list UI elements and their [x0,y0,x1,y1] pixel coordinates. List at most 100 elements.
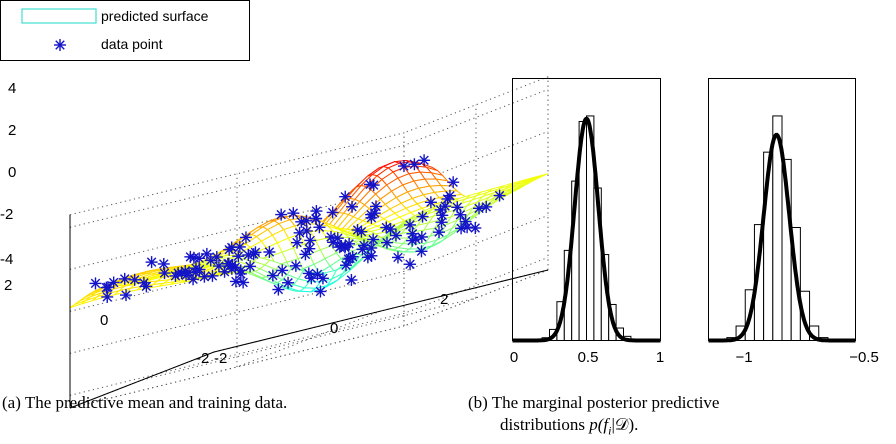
z-tick-label: 0 [8,164,16,181]
data-point-stroke [291,261,301,271]
histogram-1-ticks: 0 0.5 1 [510,349,664,366]
data-point [272,283,285,296]
data-point-stroke [327,207,338,218]
legend-label-data-point: data point [101,36,163,52]
data-point [237,276,250,289]
data-point [339,190,352,203]
z-tick-label: 4 [8,80,16,97]
caption-a-text: The predictive mean and training data. [24,393,288,412]
surface-plot-3d: 4 2 0 -2 -4 2 0 -2 -2 0 2 predicted surf… [0,0,549,409]
data-point [302,267,315,280]
data-point [326,206,339,219]
data-point-stroke [368,234,378,245]
data-point [158,267,171,280]
data-point [275,208,288,221]
data-point [310,205,323,218]
data-point-stroke [440,201,450,211]
data-point-stroke [393,252,403,263]
data-point-stroke [333,233,343,243]
data-point [367,179,380,192]
data-point-stroke [185,252,196,262]
grid-line [141,297,477,381]
data-point [391,251,404,264]
data-point [299,248,312,261]
data-point [459,215,472,228]
data-point-stroke [340,191,350,202]
data-point-stroke [470,223,481,233]
data-point-stroke [245,261,255,272]
data-point-stroke [311,213,321,224]
caption-b-line2-suffix: . [634,415,639,434]
data-point-stroke [312,269,323,280]
data-point-stroke [236,269,246,279]
predicted-surface [69,159,549,309]
data-point [415,245,428,258]
data-point-stroke [224,258,234,269]
data-point [189,262,202,275]
data-point [137,276,150,289]
data-point-stroke [219,267,230,277]
histogram-tick-label: 0.5 [578,349,599,366]
data-point-stroke [102,292,112,302]
data-point-stroke [207,271,218,281]
data-point-stroke [305,235,315,246]
caption-b-math-rest: |𝒟) [611,415,635,434]
data-point [212,260,225,273]
data-points [89,154,506,303]
data-point-stroke [345,253,355,264]
data-point-stroke [481,202,491,212]
z-tick-label: -2 [0,206,13,223]
data-point [244,260,257,273]
data-point-stroke [391,230,401,241]
data-point-stroke [129,275,140,285]
data-point [193,252,206,265]
data-point-stroke [311,206,322,216]
data-point-stroke [426,197,436,208]
data-point-stroke [494,190,505,201]
data-point-stroke [385,224,396,234]
data-point-stroke [276,209,286,220]
data-point [365,241,378,254]
data-point [293,226,306,239]
legend-label-surface: predicted surface [101,8,209,24]
data-point-stroke [119,274,130,284]
data-point [416,210,429,223]
data-point-stroke [452,202,463,213]
data-point [361,251,374,264]
data-point-stroke [346,275,357,285]
data-point-stroke [302,226,312,236]
grid-line [69,132,405,216]
x-axis [213,269,549,353]
data-point [331,232,344,245]
data-point-stroke [434,227,444,237]
data-point [451,201,464,214]
data-point-stroke [180,266,190,276]
data-point [355,225,368,238]
data-point [100,281,113,294]
data-point [345,273,358,286]
data-point [314,285,327,298]
histogram-2-ticks: −1 −0.5 [735,349,878,366]
histogram-tick-label: 1 [656,349,664,366]
data-point-stroke [224,244,234,255]
data-point [380,221,393,234]
data-point-stroke [188,274,198,284]
data-point-stroke [288,208,299,218]
data-point-stroke [121,290,131,300]
data-point-stroke [437,210,448,221]
data-point [436,209,449,222]
data-point [480,200,493,213]
data-point-stroke [417,211,428,222]
data-point-stroke [173,268,183,278]
data-point-stroke [202,249,212,259]
y-axis [69,351,215,409]
data-point [157,257,170,270]
data-point-stroke [314,222,325,232]
data-point [204,254,217,267]
data-point [233,240,246,253]
caption-b-text: The marginal posterior predictive [491,393,720,412]
grid-line [236,310,382,368]
grid-line [69,256,549,396]
data-point [222,257,235,270]
data-point [333,241,346,254]
